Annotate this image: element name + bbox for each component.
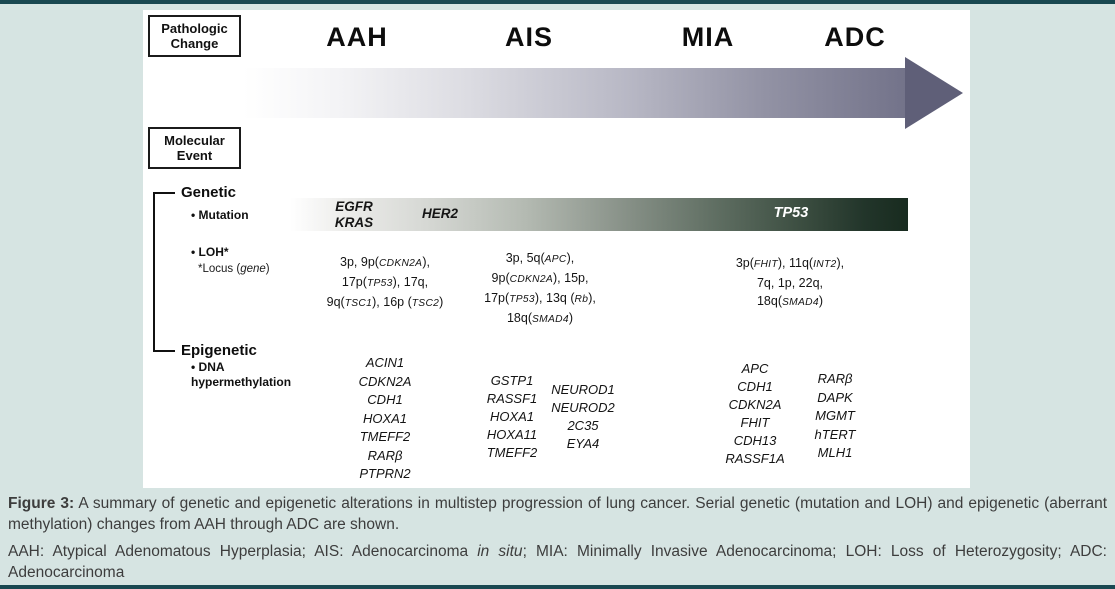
stage-label-adc: ADC	[824, 22, 886, 52]
gene-item: MLH1	[817, 445, 853, 460]
mutation-bullet-label: Mutation	[191, 208, 249, 223]
progression-arrow-body	[243, 68, 905, 118]
caption-main: Figure 3: A summary of genetic and epige…	[8, 494, 1107, 535]
loh-line: 3p(FHIT), 11q(INT2),	[735, 256, 845, 270]
genetic-section-heading: Genetic	[181, 184, 237, 201]
epigenetic-section-heading: Epigenetic	[181, 342, 257, 359]
stage-label-ais: AIS	[504, 22, 553, 52]
gene-item: PTPRN2	[359, 466, 411, 481]
methylation-gene-column-adc-right: RARβ DAPK MGMT hTERT MLH1	[785, 370, 885, 463]
gene-tp53: TP53	[773, 205, 809, 221]
gene-egfr: EGFR	[335, 199, 373, 214]
loh-line: 9p(CDKN2A), 15p,	[491, 271, 589, 285]
gene-her2: HER2	[421, 206, 458, 221]
loh-line: 17p(TP53), 13q (Rb),	[484, 291, 596, 305]
figure-panel: Pathologic Change AAH AIS MIA ADC Molecu…	[143, 10, 970, 488]
loh-column-aah: 3p, 9p(CDKN2A), 17p(TP53), 17q, 9q(TSC1)…	[285, 253, 485, 313]
figure-caption: Figure 3: A summary of genetic and epige…	[8, 494, 1107, 589]
gene-item: APC	[741, 361, 769, 376]
methylation-gene-column-aah: ACIN1 CDKN2A CDH1 HOXA1 TMEFF2 RARβ PTPR…	[315, 354, 455, 484]
gene-item: NEUROD2	[551, 400, 615, 415]
loh-line: 9q(TSC1), 16p (TSC2)	[326, 295, 444, 309]
methylation-gene-column-ais-left: GSTP1 RASSF1 HOXA1 HOXA11 TMEFF2	[462, 372, 562, 462]
stage-label-mia: MIA	[681, 22, 735, 52]
mutation-genes-early: EGFR KRAS	[308, 199, 400, 230]
loh-line: 7q, 1p, 22q,	[756, 276, 824, 290]
gene-item: RARβ	[367, 447, 403, 463]
gene-item: CDKN2A	[728, 397, 782, 412]
caption-abbreviations: AAH: Atypical Adenomatous Hyperplasia; A…	[8, 543, 1107, 581]
top-border-rule	[0, 0, 1115, 4]
methylation-gene-column-mia-left: APC CDH1 CDKN2A FHIT CDH13 RASSF1A	[705, 360, 805, 468]
gene-item: FHIT	[740, 415, 770, 430]
loh-bullet-label: LOH*	[191, 245, 229, 260]
methylation-gene-column-ais-right: NEUROD1 NEUROD2 2C35 EYA4	[533, 381, 633, 453]
loh-line: 18q(SMAD4)	[506, 311, 574, 325]
caption-figure-label: Figure 3:	[8, 495, 75, 512]
loh-line: 18q(SMAD4)	[756, 294, 824, 308]
gene-item: GSTP1	[490, 373, 534, 388]
gene-item: NEUROD1	[551, 382, 615, 397]
gene-item: RARβ	[817, 371, 853, 386]
progression-arrow-head-icon	[905, 57, 963, 129]
gene-item: HOXA1	[362, 410, 408, 426]
gene-item: hTERT	[814, 426, 856, 442]
mutation-gradient-bar: EGFR KRAS HER2 TP53	[290, 198, 908, 231]
gene-item: MGMT	[815, 408, 855, 423]
gene-item: ACIN1	[365, 355, 405, 370]
genetic-epigenetic-bracket	[153, 192, 175, 352]
molecular-event-box: Molecular Event	[148, 127, 241, 169]
loh-line: 3p, 5q(APC),	[505, 251, 575, 265]
pathologic-change-label-line1: Pathologic	[161, 21, 228, 36]
pathologic-change-box: Pathologic Change	[148, 15, 241, 57]
gene-item: HOXA1	[489, 409, 535, 424]
gene-item: CDH13	[733, 433, 777, 448]
bottom-border-rule	[0, 585, 1115, 589]
gene-kras: KRAS	[334, 214, 374, 230]
loh-column-mia-adc: 3p(FHIT), 11q(INT2), 7q, 1p, 22q, 18q(SM…	[690, 254, 890, 312]
pathologic-change-label-line2: Change	[170, 36, 219, 51]
gene-item: DAPK	[817, 389, 853, 405]
gene-item: CDH1	[367, 392, 403, 407]
loh-line: 3p, 9p(CDKN2A),	[340, 255, 430, 269]
gene-item: CDKN2A	[358, 373, 412, 389]
gene-item: TMEFF2	[359, 429, 411, 444]
loh-column-ais: 3p, 5q(APC), 9p(CDKN2A), 15p, 17p(TP53),…	[440, 249, 640, 329]
loh-footnote: *Locus (gene)	[198, 263, 270, 275]
gene-item: EYA4	[566, 436, 600, 451]
stage-label-aah: AAH	[326, 22, 388, 52]
gene-item: RASSF1A	[725, 451, 785, 466]
caption-body-text: A summary of genetic and epigenetic alte…	[8, 495, 1108, 533]
molecular-event-label-line1: Molecular	[164, 133, 225, 148]
gene-item: TMEFF2	[486, 445, 538, 460]
gene-item: 2C35	[567, 418, 599, 433]
gene-item: RASSF1	[486, 391, 538, 406]
gene-item: HOXA11	[486, 427, 538, 442]
gene-item: CDH1	[737, 379, 773, 394]
molecular-event-label-line2: Event	[176, 148, 213, 163]
loh-line: 17p(TP53), 17q,	[341, 275, 429, 289]
